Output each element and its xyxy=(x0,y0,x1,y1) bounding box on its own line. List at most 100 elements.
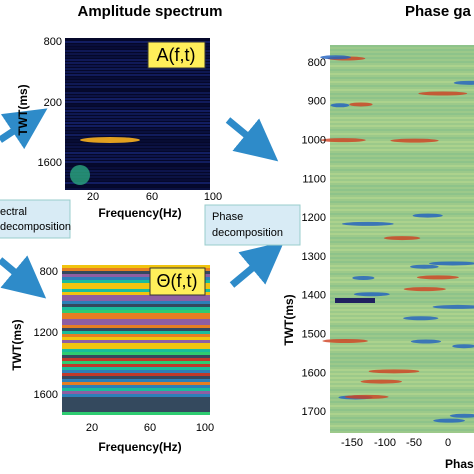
axis-label: TWT(ms) xyxy=(10,319,24,370)
stripe xyxy=(65,137,210,139)
stripe xyxy=(65,182,210,184)
stripe xyxy=(330,53,474,55)
stripe xyxy=(330,393,474,395)
event xyxy=(453,80,474,85)
event xyxy=(449,413,474,418)
y-tick-label: 1400 xyxy=(302,290,326,302)
stripe xyxy=(330,101,474,103)
stripe xyxy=(330,233,474,235)
axis-label: Phas xyxy=(445,457,474,471)
stripe xyxy=(62,346,210,349)
stripe xyxy=(330,317,474,319)
y-tick-label: 1200 xyxy=(34,327,58,339)
stripe xyxy=(65,125,210,127)
stripe xyxy=(330,377,474,379)
arrows xyxy=(0,108,285,299)
stripe xyxy=(65,65,210,67)
stripe xyxy=(65,59,210,61)
stripe xyxy=(65,188,210,190)
stripe xyxy=(330,245,474,247)
stripe xyxy=(62,349,210,352)
stripe xyxy=(62,340,210,343)
stripe xyxy=(330,81,474,83)
stripe xyxy=(65,86,210,88)
stripe xyxy=(330,429,474,431)
stripe xyxy=(62,412,210,415)
stripe xyxy=(330,149,474,151)
stripe xyxy=(330,109,474,111)
event xyxy=(320,55,352,60)
event xyxy=(330,103,350,108)
stripe xyxy=(330,413,474,415)
stripe xyxy=(330,45,474,47)
stripe xyxy=(62,364,210,367)
stripe xyxy=(62,373,210,376)
stripe xyxy=(62,271,210,274)
stripe xyxy=(62,337,210,340)
event xyxy=(352,275,375,280)
stripe xyxy=(330,229,474,231)
stripe xyxy=(330,337,474,339)
stripe xyxy=(62,313,210,316)
stripe xyxy=(330,189,474,191)
stripe xyxy=(330,281,474,283)
y-tick-label: 1200 xyxy=(302,212,326,224)
stripe xyxy=(330,73,474,75)
stripe xyxy=(330,349,474,351)
event xyxy=(322,338,368,343)
stripe xyxy=(62,391,210,394)
stripe xyxy=(330,85,474,87)
stripe xyxy=(65,44,210,46)
stripe xyxy=(330,181,474,183)
stripe xyxy=(62,343,210,346)
y-tick-label: 200 xyxy=(44,97,62,109)
stripe xyxy=(330,249,474,251)
axis-label: TWT(ms) xyxy=(282,294,296,345)
stripe xyxy=(62,406,210,409)
event xyxy=(353,292,390,297)
label-box xyxy=(149,267,206,296)
stripe xyxy=(62,385,210,388)
stripe xyxy=(65,62,210,64)
box xyxy=(204,204,301,246)
stripe xyxy=(62,382,210,385)
stripe xyxy=(65,56,210,58)
x-tick-label: 20 xyxy=(87,191,99,203)
stripe xyxy=(330,117,474,119)
stripe xyxy=(330,261,474,263)
stripe xyxy=(62,322,210,325)
box-text: ectral xyxy=(0,206,27,218)
stripe xyxy=(65,155,210,157)
stripe xyxy=(62,283,210,286)
stripe xyxy=(62,370,210,373)
x-tick-label: -150 xyxy=(341,437,363,449)
stripe xyxy=(65,170,210,172)
stripe xyxy=(65,134,210,136)
event xyxy=(335,298,375,303)
stripe xyxy=(65,176,210,178)
axis-label: Frequency(Hz) xyxy=(98,206,181,220)
stripe xyxy=(65,143,210,145)
event xyxy=(390,138,439,143)
event xyxy=(433,418,465,423)
event xyxy=(341,221,394,226)
stripe xyxy=(65,113,210,115)
event xyxy=(368,369,420,374)
arrow xyxy=(229,241,285,288)
stripe xyxy=(62,331,210,334)
stripe xyxy=(65,158,210,160)
stripe xyxy=(330,293,474,295)
stripe xyxy=(330,169,474,171)
stripe xyxy=(65,104,210,106)
stripe xyxy=(62,367,210,370)
stripe xyxy=(65,74,210,76)
stripe xyxy=(65,89,210,91)
stripe xyxy=(65,161,210,163)
y-tick-label: 1300 xyxy=(302,251,326,263)
stripe xyxy=(62,376,210,379)
y-tick-label: 1700 xyxy=(302,406,326,418)
y-tick-label: 1500 xyxy=(302,329,326,341)
stripe xyxy=(62,379,210,382)
event xyxy=(360,379,403,384)
stripe xyxy=(65,53,210,55)
